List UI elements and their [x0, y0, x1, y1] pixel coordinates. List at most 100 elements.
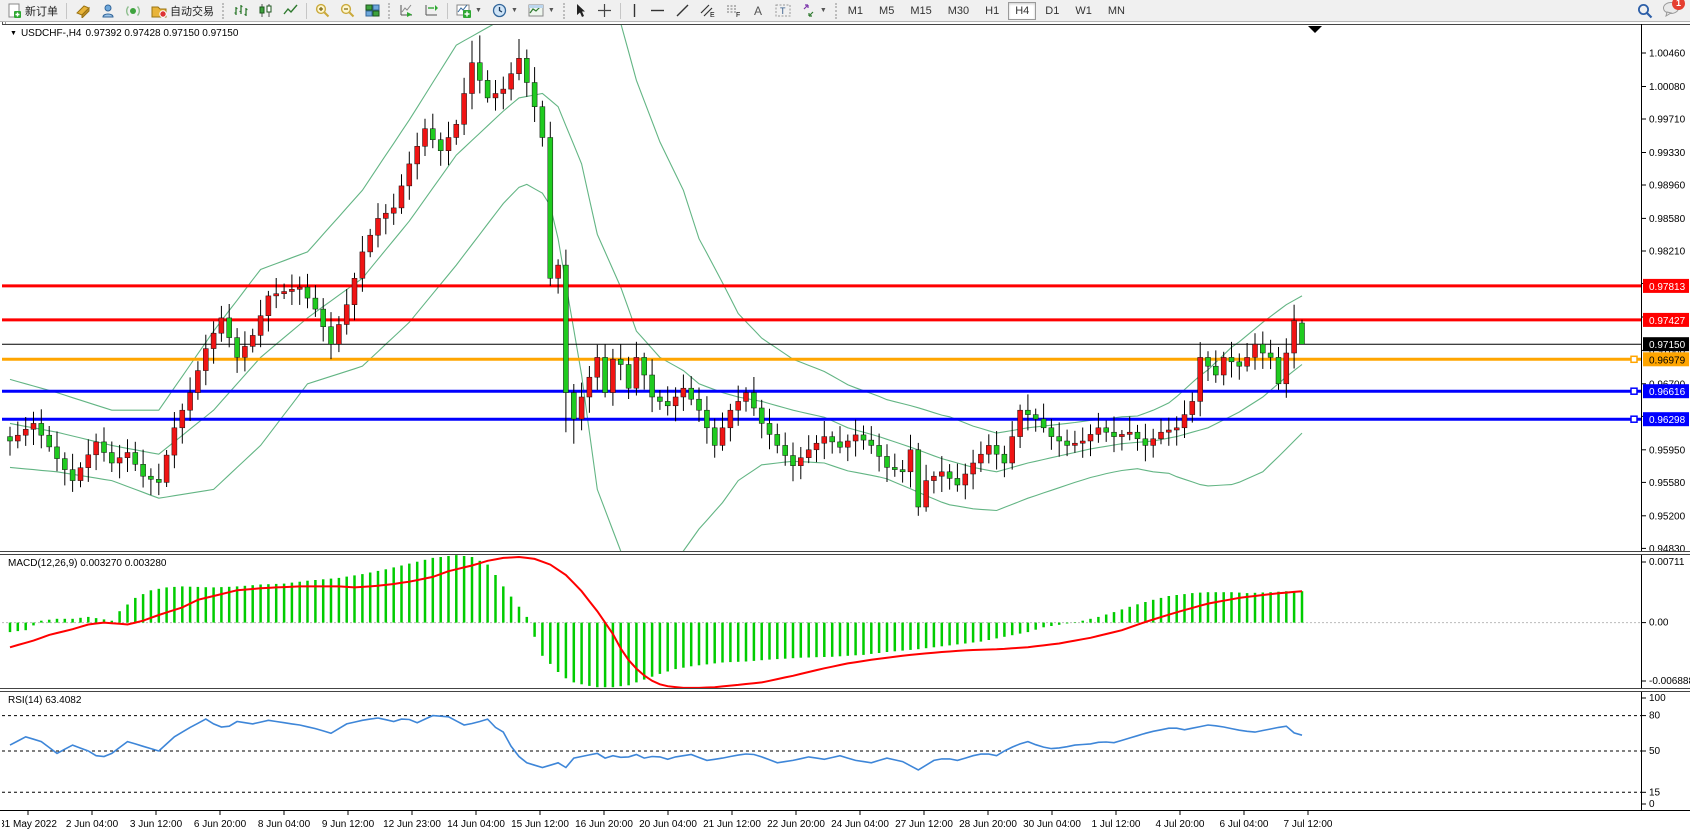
fibonacci-button[interactable]: F [721, 1, 747, 20]
signals-button[interactable] [121, 1, 146, 20]
candlestick-chart-button[interactable] [253, 1, 278, 20]
timeframe-button-m15[interactable]: M15 [910, 4, 932, 17]
svg-text:0.95950: 0.95950 [1649, 445, 1686, 456]
chart-symbol-period: USDCHF-,H4 [20, 28, 82, 39]
zoom-in-icon [315, 3, 330, 18]
timeframe-button-m1[interactable]: M1 [847, 4, 864, 17]
cursor-button[interactable] [569, 1, 592, 20]
rsi-indicator-panel[interactable]: 100 80 50 150 [2, 692, 1690, 810]
svg-text:31 May 2022: 31 May 2022 [2, 819, 57, 830]
vertical-line-button[interactable] [624, 1, 645, 20]
bar-chart-icon [234, 5, 248, 16]
notification-badge: 1 [1672, 0, 1685, 10]
svg-text:3 Jun 12:00: 3 Jun 12:00 [130, 819, 183, 830]
timeframe-button-m30[interactable]: M30 [947, 4, 970, 17]
auto-scroll-icon [400, 4, 412, 17]
svg-text:2 Jun 04:00: 2 Jun 04:00 [66, 819, 119, 830]
signals-icon [126, 6, 140, 16]
svg-text:21 Jun 12:00: 21 Jun 12:00 [703, 819, 761, 830]
arrows-button[interactable]: ▼ [796, 1, 832, 20]
svg-text:0.97080: 0.97080 [1649, 346, 1686, 357]
text-label-button[interactable]: T [770, 1, 796, 20]
vertical-line-icon [633, 4, 636, 17]
toolbar-separator [306, 2, 307, 19]
svg-text:27 Jun 12:00: 27 Jun 12:00 [895, 819, 953, 830]
svg-text:0.98960: 0.98960 [1649, 181, 1686, 192]
line-chart-button[interactable] [278, 1, 303, 20]
svg-text:24 Jun 04:00: 24 Jun 04:00 [831, 819, 889, 830]
svg-text:0.96298: 0.96298 [1649, 415, 1686, 426]
timeframe-button-h4[interactable]: H4 [1008, 1, 1037, 20]
svg-text:-0.006888: -0.006888 [1649, 676, 1690, 687]
svg-text:22 Jun 20:00: 22 Jun 20:00 [767, 819, 825, 830]
svg-text:0.96979: 0.96979 [1649, 355, 1686, 366]
time-axis[interactable]: 31 May 2022 2 Jun 04:00 3 Jun 12:00 6 Jun 2… [0, 810, 1690, 836]
market-watch-button[interactable] [70, 1, 96, 20]
svg-text:0.97813: 0.97813 [1649, 282, 1686, 293]
macd-label: MACD(12,26,9) 0.003270 0.003280 [8, 558, 167, 569]
periods-icon [492, 3, 507, 18]
timeframe-button-h1[interactable]: H1 [985, 4, 1000, 17]
text-button[interactable]: A [747, 1, 770, 20]
autotrading-button[interactable]: 自动交易 [146, 1, 219, 20]
indicators-button[interactable]: ▼ [451, 1, 487, 20]
toolbar-separator [66, 2, 67, 19]
navigator-button[interactable] [96, 1, 121, 20]
svg-text:9 Jun 12:00: 9 Jun 12:00 [322, 819, 375, 830]
chart-ohlc-header: ▼ USDCHF-,H4 0.97392 0.97428 0.97150 0.9… [10, 28, 238, 39]
main-price-chart[interactable]: 1.00460 1.00080 0.99710 0.99330 0.98960 0.985… [2, 24, 1690, 551]
svg-text:1.00460: 1.00460 [1649, 49, 1686, 60]
rsi-label: RSI(14) 63.4082 [8, 695, 82, 706]
main-toolbar: 新订单 自动交易 ▼ ▼ [0, 0, 1690, 22]
timeframe-button-w1[interactable]: W1 [1075, 4, 1092, 17]
svg-text:0.98580: 0.98580 [1649, 214, 1686, 225]
tile-windows-icon [365, 4, 380, 17]
svg-text:1 Jul 12:00: 1 Jul 12:00 [1092, 819, 1141, 830]
periods-dropdown-caret[interactable]: ▼ [510, 7, 518, 14]
time-axis-labels: 31 May 2022 2 Jun 04:00 3 Jun 12:00 6 Jun 2… [2, 811, 1333, 830]
zoom-in-button[interactable] [310, 1, 335, 20]
trendline-button[interactable] [670, 1, 695, 20]
svg-text:50: 50 [1649, 746, 1661, 757]
notifications-button[interactable]: 1 [1662, 0, 1685, 20]
timeframe-button-m5[interactable]: M5 [879, 4, 895, 17]
search-button[interactable] [1632, 1, 1658, 20]
line-chart-icon [283, 4, 298, 15]
svg-text:8 Jun 04:00: 8 Jun 04:00 [258, 819, 311, 830]
crosshair-icon [597, 4, 611, 17]
timeframe-button-d1[interactable]: D1 [1045, 4, 1060, 17]
chart-shift-button[interactable] [419, 1, 444, 20]
svg-text:0.99710: 0.99710 [1649, 115, 1686, 126]
tile-windows-button[interactable] [360, 1, 385, 20]
horizontal-line-button[interactable] [645, 1, 670, 20]
svg-text:100: 100 [1649, 693, 1666, 704]
templates-button[interactable]: ▼ [523, 1, 560, 20]
chevron-down-icon[interactable]: ▼ [10, 30, 17, 37]
toolbar-grip [222, 2, 225, 19]
indicators-dropdown-caret[interactable]: ▼ [475, 7, 482, 14]
cursor-icon [576, 4, 585, 17]
new-order-icon [8, 3, 21, 18]
text-icon: A [754, 4, 762, 18]
macd-indicator-panel[interactable]: 0.00711 0.00 -0.006888 [2, 555, 1690, 688]
templates-dropdown-caret[interactable]: ▼ [547, 7, 555, 14]
toolbar-grip [834, 2, 838, 19]
panel-splitter[interactable] [0, 688, 1690, 692]
arrows-icon [803, 4, 814, 17]
auto-scroll-button[interactable] [394, 1, 419, 20]
arrows-dropdown-caret[interactable]: ▼ [819, 7, 827, 14]
crosshair-button[interactable] [592, 1, 617, 20]
timeframe-button-mn[interactable]: MN [1107, 4, 1125, 17]
panel-splitter[interactable] [0, 551, 1690, 555]
svg-text:0.98210: 0.98210 [1649, 247, 1686, 258]
navigator-icon [102, 4, 114, 18]
svg-text:E: E [710, 12, 715, 18]
new-order-button[interactable]: 新订单 [2, 1, 63, 20]
periods-button[interactable]: ▼ [487, 1, 523, 20]
horizontal-line-icon [650, 9, 664, 12]
svg-text:0.99330: 0.99330 [1649, 148, 1686, 159]
zoom-out-button[interactable] [335, 1, 360, 20]
bar-chart-button[interactable] [228, 1, 253, 20]
toolbar-separator [619, 2, 621, 19]
channel-button[interactable]: E [695, 1, 721, 20]
